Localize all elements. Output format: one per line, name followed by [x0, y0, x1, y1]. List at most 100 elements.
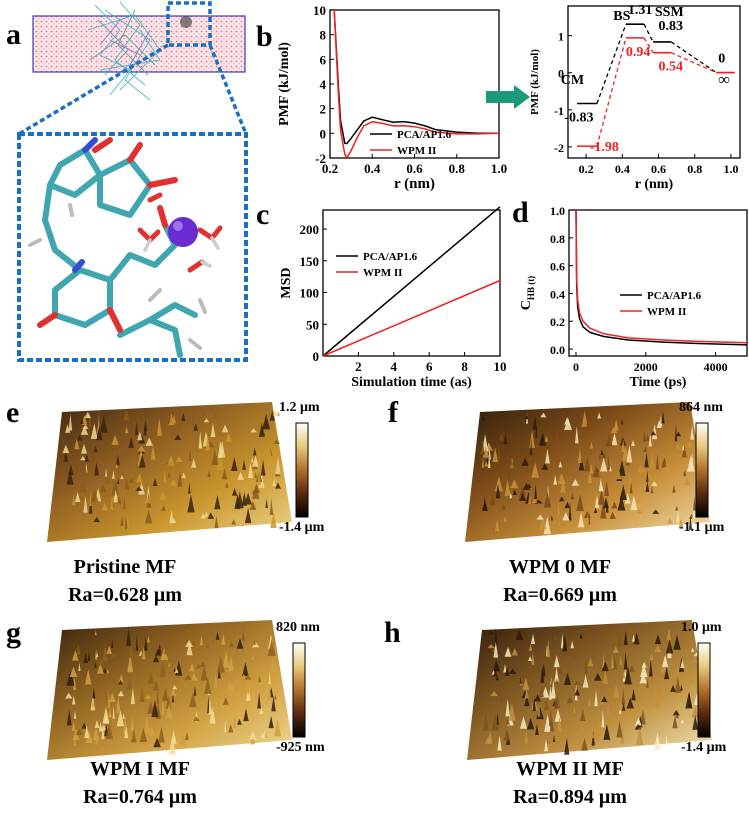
colorbar-min-label: -1.4 μm — [279, 520, 325, 535]
afm-peak — [124, 423, 129, 430]
series-group — [333, 10, 499, 158]
afm-peak — [548, 708, 553, 726]
afm-peak — [544, 737, 549, 752]
afm-peak — [610, 654, 615, 669]
afm-peak — [613, 418, 619, 431]
afm-peak — [534, 484, 537, 500]
afm-peak — [193, 423, 199, 431]
afm-peak — [91, 700, 95, 707]
afm-peak — [546, 639, 551, 658]
afm-peak — [94, 630, 97, 636]
afm-peak — [203, 418, 210, 423]
afm-peak — [209, 706, 216, 724]
afm-peak — [564, 672, 572, 685]
afm-peak — [550, 680, 556, 699]
afm-peak — [135, 634, 139, 651]
y-tick-label: -1 — [554, 104, 564, 118]
afm-peak — [118, 679, 123, 685]
level-connector — [596, 37, 627, 147]
afm-peak — [684, 477, 691, 486]
afm-peak — [105, 468, 108, 477]
afm-peak — [586, 511, 590, 529]
afm-peak — [553, 635, 558, 640]
afm-peak — [612, 646, 619, 653]
panel-label-g: g — [6, 616, 21, 649]
zoom-connector-right — [208, 44, 248, 135]
afm-peak — [145, 509, 153, 524]
afm-peak — [555, 678, 559, 685]
afm-peak — [553, 474, 558, 485]
afm-peak — [581, 410, 588, 427]
afm-peak — [190, 673, 198, 681]
afm-peak — [170, 729, 177, 745]
afm-peak — [532, 695, 536, 712]
afm-peak — [504, 646, 512, 657]
afm-peak — [90, 423, 98, 439]
afm-peak — [98, 721, 103, 732]
afm-peak — [92, 492, 95, 502]
simulation-box-illustration — [17, 1, 248, 362]
afm-peak — [536, 514, 544, 520]
afm-peak — [691, 706, 699, 718]
colorbar-rect — [697, 642, 711, 738]
zoom-connector-left — [18, 43, 169, 136]
afm-peak — [94, 719, 100, 728]
afm-peak — [269, 656, 277, 675]
afm-peak — [143, 426, 147, 436]
sample-name: WPM II MF — [516, 758, 624, 780]
afm-peak — [156, 418, 162, 436]
afm-peak — [148, 725, 156, 737]
afm-peak — [646, 678, 649, 688]
afm-peak — [250, 457, 254, 463]
afm-peak — [529, 430, 535, 449]
afm-peak — [139, 685, 145, 703]
afm-peak — [124, 478, 130, 490]
afm-peak — [243, 708, 249, 722]
afm-peak — [124, 514, 128, 530]
afm-peak — [112, 470, 115, 479]
afm-peak — [158, 726, 165, 743]
afm-peak — [609, 465, 612, 472]
series-line-1 — [333, 10, 499, 145]
afm-peak — [686, 439, 694, 448]
afm-peak — [273, 439, 281, 444]
afm-peak — [156, 687, 160, 704]
afm-peak — [570, 641, 574, 649]
x-tick-label: 0.8 — [449, 161, 466, 176]
afm-peak — [594, 689, 598, 707]
afm-peak — [676, 442, 680, 450]
afm-peak — [566, 696, 573, 704]
afm-peak — [191, 458, 197, 468]
afm-peak — [211, 448, 219, 465]
afm-peak — [164, 636, 169, 655]
afm-peak — [600, 457, 608, 472]
panel-label-h: h — [384, 616, 401, 649]
afm-peak — [130, 714, 134, 731]
afm-peak — [654, 634, 662, 644]
afm-peak — [241, 492, 248, 506]
afm-peak — [107, 690, 111, 708]
afm-peak — [102, 668, 108, 674]
afm-peak — [76, 644, 81, 655]
afm-peak — [78, 661, 81, 672]
y-axis-label-sub: HB (t) — [526, 276, 536, 300]
afm-peak — [633, 632, 640, 645]
afm-peak — [524, 695, 530, 707]
afm-peak — [587, 471, 593, 484]
afm-peak — [168, 662, 171, 667]
afm-peak — [206, 642, 210, 649]
afm-peak — [672, 666, 675, 683]
afm-peak — [591, 730, 595, 746]
afm-peak — [526, 717, 535, 730]
afm-peak — [524, 688, 529, 699]
afm-peak — [216, 655, 225, 673]
level-connector — [643, 37, 654, 54]
afm-surface-g — [47, 620, 292, 760]
afm-peak — [564, 418, 573, 431]
afm-peak — [65, 424, 71, 433]
afm-peak — [249, 500, 257, 510]
afm-peak — [491, 712, 500, 731]
chart-d: 0 2000 4000 0.0 0.2 0.4 0.6 0.8 1.0 Time (ps) CHB … — [519, 204, 748, 390]
afm-peak — [616, 496, 620, 505]
afm-peak — [117, 690, 124, 697]
